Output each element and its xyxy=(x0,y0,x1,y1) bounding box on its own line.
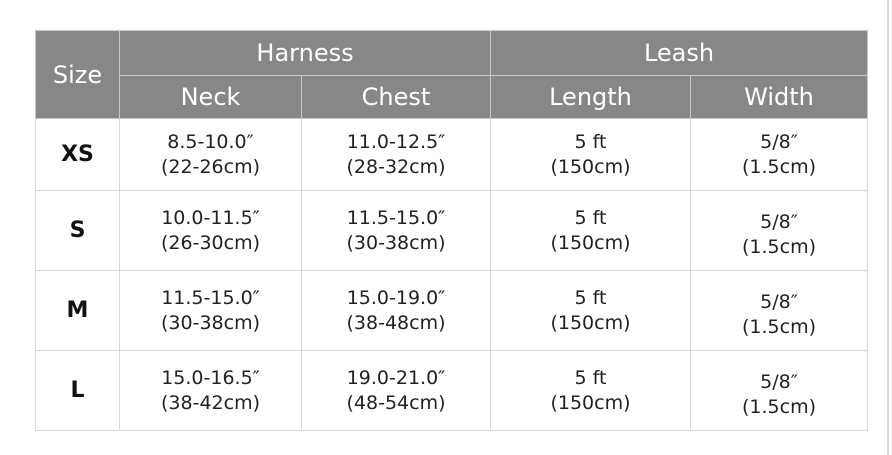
chest-metric: (28-32cm) xyxy=(346,155,446,178)
length-imperial: 5 ft xyxy=(574,366,607,389)
neck-imperial: 11.5-15.0″ xyxy=(161,286,260,309)
chest-cell: 11.0-12.5″ (28-32cm) xyxy=(301,118,491,191)
length-cell: 5 ft (150cm) xyxy=(490,270,691,351)
neck-cell: 11.5-15.0″ (30-38cm) xyxy=(119,270,302,351)
neck-metric: (22-26cm) xyxy=(161,155,260,178)
width-metric: (1.5cm) xyxy=(742,395,816,418)
chest-cell: 11.5-15.0″ (30-38cm) xyxy=(301,190,491,271)
table-row: XS 8.5-10.0″ (22-26cm) 11.0-12.5″ (28-32cm) 5… xyxy=(35,118,869,191)
neck-metric: (26-30cm) xyxy=(161,231,260,254)
header-leash: Leash xyxy=(489,30,869,76)
neck-metric: (38-42cm) xyxy=(161,391,260,414)
neck-metric: (30-38cm) xyxy=(161,311,260,334)
length-metric: (150cm) xyxy=(550,391,631,414)
width-cell: 5/8″ (1.5cm) xyxy=(689,350,869,431)
length-metric: (150cm) xyxy=(550,155,631,178)
chest-imperial: 11.5-15.0″ xyxy=(346,206,446,229)
page-edge-divider xyxy=(887,0,889,455)
header-chest: Chest xyxy=(301,75,491,119)
table-row: L 15.0-16.5″ (38-42cm) 19.0-21.0″ (48-54cm) 5… xyxy=(35,350,869,431)
width-metric: (1.5cm) xyxy=(742,235,816,258)
length-cell: 5 ft (150cm) xyxy=(490,118,691,191)
header-size: Size xyxy=(35,30,120,119)
length-imperial: 5 ft xyxy=(574,206,607,229)
chest-imperial: 11.0-12.5″ xyxy=(346,130,446,153)
length-cell: 5 ft (150cm) xyxy=(490,190,691,271)
width-cell: 5/8″ (1.5cm) xyxy=(689,190,869,271)
length-metric: (150cm) xyxy=(550,231,631,254)
chest-cell: 19.0-21.0″ (48-54cm) xyxy=(301,350,491,431)
header-length: Length xyxy=(490,75,691,119)
chest-cell: 15.0-19.0″ (38-48cm) xyxy=(301,270,491,351)
chest-imperial: 19.0-21.0″ xyxy=(346,366,446,389)
size-cell: XS xyxy=(35,118,120,191)
width-imperial: 5/8″ xyxy=(760,370,798,393)
size-cell: S xyxy=(35,190,120,271)
table-row: S 10.0-11.5″ (26-30cm) 11.5-15.0″ (30-38cm) 5… xyxy=(35,190,869,271)
length-metric: (150cm) xyxy=(550,311,631,334)
width-imperial: 5/8″ xyxy=(760,210,798,233)
width-cell: 5/8″ (1.5cm) xyxy=(689,118,869,191)
neck-imperial: 8.5-10.0″ xyxy=(167,130,254,153)
neck-cell: 8.5-10.0″ (22-26cm) xyxy=(119,118,302,191)
header-neck: Neck xyxy=(119,75,302,119)
width-imperial: 5/8″ xyxy=(760,130,798,153)
neck-imperial: 15.0-16.5″ xyxy=(161,366,260,389)
chest-imperial: 15.0-19.0″ xyxy=(346,286,446,309)
neck-cell: 15.0-16.5″ (38-42cm) xyxy=(119,350,302,431)
width-cell: 5/8″ (1.5cm) xyxy=(689,270,869,351)
width-metric: (1.5cm) xyxy=(742,315,816,338)
table-row: M 11.5-15.0″ (30-38cm) 15.0-19.0″ (38-48cm) 5… xyxy=(35,270,869,351)
size-cell: M xyxy=(35,270,120,351)
size-cell: L xyxy=(35,350,120,431)
neck-imperial: 10.0-11.5″ xyxy=(161,206,260,229)
size-chart-table: Size Harness Leash Neck Chest Length Wid… xyxy=(35,30,869,431)
chest-metric: (38-48cm) xyxy=(346,311,446,334)
width-metric: (1.5cm) xyxy=(742,155,816,178)
chest-metric: (30-38cm) xyxy=(346,231,446,254)
length-cell: 5 ft (150cm) xyxy=(490,350,691,431)
length-imperial: 5 ft xyxy=(574,130,607,153)
width-imperial: 5/8″ xyxy=(760,290,798,313)
length-imperial: 5 ft xyxy=(574,286,607,309)
chest-metric: (48-54cm) xyxy=(346,391,446,414)
header-harness: Harness xyxy=(119,30,491,76)
header-width: Width xyxy=(689,75,869,119)
neck-cell: 10.0-11.5″ (26-30cm) xyxy=(119,190,302,271)
